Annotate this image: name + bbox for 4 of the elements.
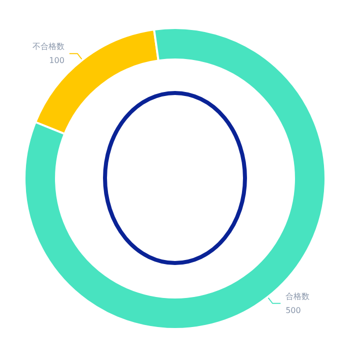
data-label: 100 (49, 56, 64, 66)
slice-label: 合格数 (286, 292, 310, 301)
data-label: 500 (286, 306, 301, 315)
slice-label: 不合格数 (32, 42, 64, 52)
